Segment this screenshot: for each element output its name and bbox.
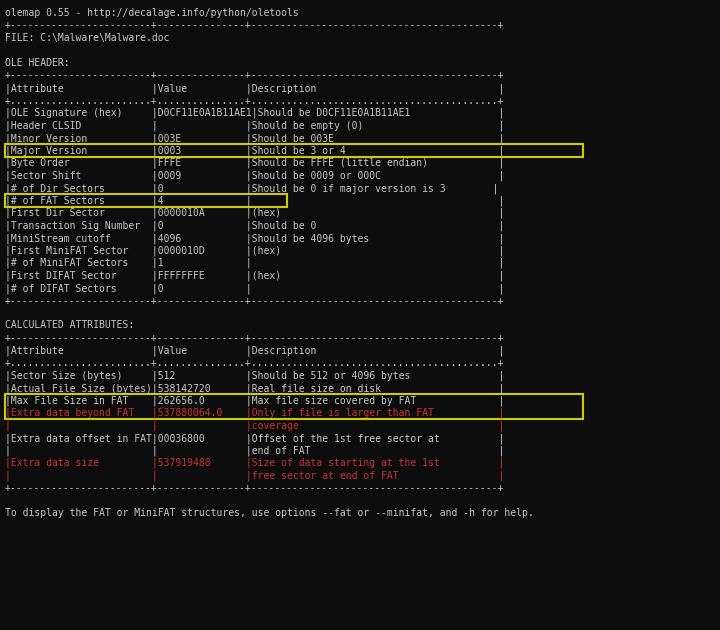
Text: |MiniStream cutoff       |4096           |Should be 4096 bytes                  : |MiniStream cutoff |4096 |Should be 4096…	[5, 233, 505, 244]
Text: |Major Version           |0003           |Should be 3 or 4                      : |Major Version |0003 |Should be 3 or 4	[5, 146, 505, 156]
Text: |Extra data beyond FAT   |537880064.0    |Only if file is larger than FAT       : |Extra data beyond FAT |537880064.0 |Onl…	[5, 408, 505, 418]
Text: FILE: C:\Malware\Malware.doc: FILE: C:\Malware\Malware.doc	[5, 33, 169, 43]
Text: |Byte Order              |FFFE           |Should be FFFE (little endian)        : |Byte Order |FFFE |Should be FFFE (littl…	[5, 158, 505, 168]
Text: |# of DIFAT Sectors      |0              |                                      : |# of DIFAT Sectors |0 |	[5, 283, 505, 294]
Text: +........................+...............+......................................: +........................+..............…	[5, 358, 505, 368]
Text: |Minor Version           |003E           |Should be 003E                        : |Minor Version |003E |Should be 003E	[5, 133, 505, 144]
Text: |Attribute               |Value          |Description                           : |Attribute |Value |Description	[5, 345, 505, 356]
Text: |Extra data offset in FAT|00036800       |Offset of the 1st free sector at      : |Extra data offset in FAT|00036800 |Offs…	[5, 433, 505, 444]
Text: |Extra data size         |537919488      |Size of data starting at the 1st      : |Extra data size |537919488 |Size of dat…	[5, 458, 505, 469]
Text: CALCULATED ATTRIBUTES:: CALCULATED ATTRIBUTES:	[5, 321, 134, 331]
Text: |Actual File Size (bytes)|538142720      |Real file size on disk                : |Actual File Size (bytes)|538142720 |Rea…	[5, 383, 505, 394]
Text: |Sector Shift            |0009           |Should be 0009 or 000C                : |Sector Shift |0009 |Should be 0009 or 0…	[5, 171, 505, 181]
Text: |                        |               |coverage                              : | | |coverage	[5, 420, 505, 431]
Text: |Attribute               |Value          |Description                           : |Attribute |Value |Description	[5, 83, 505, 93]
Bar	[5, 394, 583, 419]
Text: |                        |               |end of FAT                            : | | |end of FAT	[5, 445, 505, 456]
Text: |OLE Signature (hex)     |D0CF11E0A1B11AE1|Should be D0CF11E0A1B11AE1           : |OLE Signature (hex) |D0CF11E0A1B11AE1|S…	[5, 108, 505, 118]
Text: +------------------------+---------------+--------------------------------------: +------------------------+--------------…	[5, 21, 505, 30]
Text: To display the FAT or MiniFAT structures, use options --fat or --minifat, and -h: To display the FAT or MiniFAT structures…	[5, 508, 534, 518]
Text: |Max File Size in FAT    |262656.0       |Max file size covered by FAT          : |Max File Size in FAT |262656.0 |Max fil…	[5, 396, 505, 406]
Text: |First MiniFAT Sector    |0000010D       |(hex)                                 : |First MiniFAT Sector |0000010D |(hex)	[5, 246, 505, 256]
Text: +------------------------+---------------+--------------------------------------: +------------------------+--------------…	[5, 483, 505, 493]
Text: olemap 0.55 - http://decalage.info/python/oletools: olemap 0.55 - http://decalage.info/pytho…	[5, 8, 299, 18]
Text: |# of Dir Sectors        |0              |Should be 0 if major version is 3     : |# of Dir Sectors |0 |Should be 0 if maj…	[5, 183, 498, 193]
Text: +------------------------+---------------+--------------------------------------: +------------------------+--------------…	[5, 295, 505, 306]
Text: +........................+...............+......................................: +........................+..............…	[5, 96, 505, 105]
Text: |Header CLSID            |               |Should be empty (0)                   : |Header CLSID | |Should be empty (0)	[5, 120, 505, 131]
Bar	[5, 194, 287, 207]
Text: +------------------------+---------------+--------------------------------------: +------------------------+--------------…	[5, 333, 505, 343]
Text: |# of FAT Sectors        |4              |                                      : |# of FAT Sectors |4 |	[5, 195, 505, 206]
Text: |                        |               |free sector at end of FAT             : | | |free sector at end of FAT	[5, 471, 505, 481]
Text: |First Dir Sector        |0000010A       |(hex)                                 : |First Dir Sector |0000010A |(hex)	[5, 208, 505, 219]
Text: OLE HEADER:: OLE HEADER:	[5, 58, 70, 68]
Text: +------------------------+---------------+--------------------------------------: +------------------------+--------------…	[5, 71, 505, 81]
Text: |# of MiniFAT Sectors    |1              |                                      : |# of MiniFAT Sectors |1 |	[5, 258, 505, 268]
Text: |Sector Size (bytes)     |512            |Should be 512 or 4096 bytes           : |Sector Size (bytes) |512 |Should be 512…	[5, 370, 505, 381]
Bar	[5, 144, 583, 156]
Text: |Transaction Sig Number  |0              |Should be 0                           : |Transaction Sig Number |0 |Should be 0	[5, 220, 505, 231]
Text: |First DIFAT Sector      |FFFFFFFE       |(hex)                                 : |First DIFAT Sector |FFFFFFFE |(hex)	[5, 270, 505, 281]
